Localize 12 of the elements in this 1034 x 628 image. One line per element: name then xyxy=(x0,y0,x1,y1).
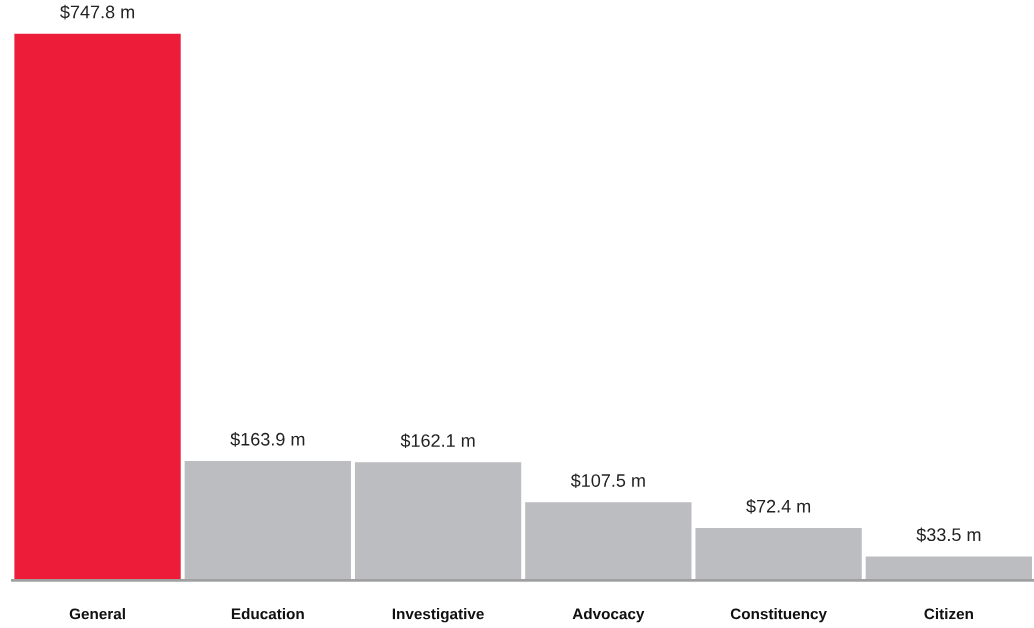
data-label: $72.4 m xyxy=(746,499,811,514)
x-tick-label: General xyxy=(69,608,125,620)
data-label: $747.8 m xyxy=(60,4,134,20)
x-tick-label: Education xyxy=(231,608,304,620)
data-label: $163.9 m xyxy=(230,432,305,447)
data-label: $162.1 m xyxy=(400,433,475,449)
x-tick-label: Investigative xyxy=(392,608,484,623)
data-label: $107.5 m xyxy=(570,473,645,488)
data-label: $33.5 m xyxy=(916,527,981,543)
x-tick-label: Advocacy xyxy=(572,608,645,623)
x-tick-label: Constituency xyxy=(730,608,827,623)
x-tick-label: Citizen xyxy=(924,608,973,620)
